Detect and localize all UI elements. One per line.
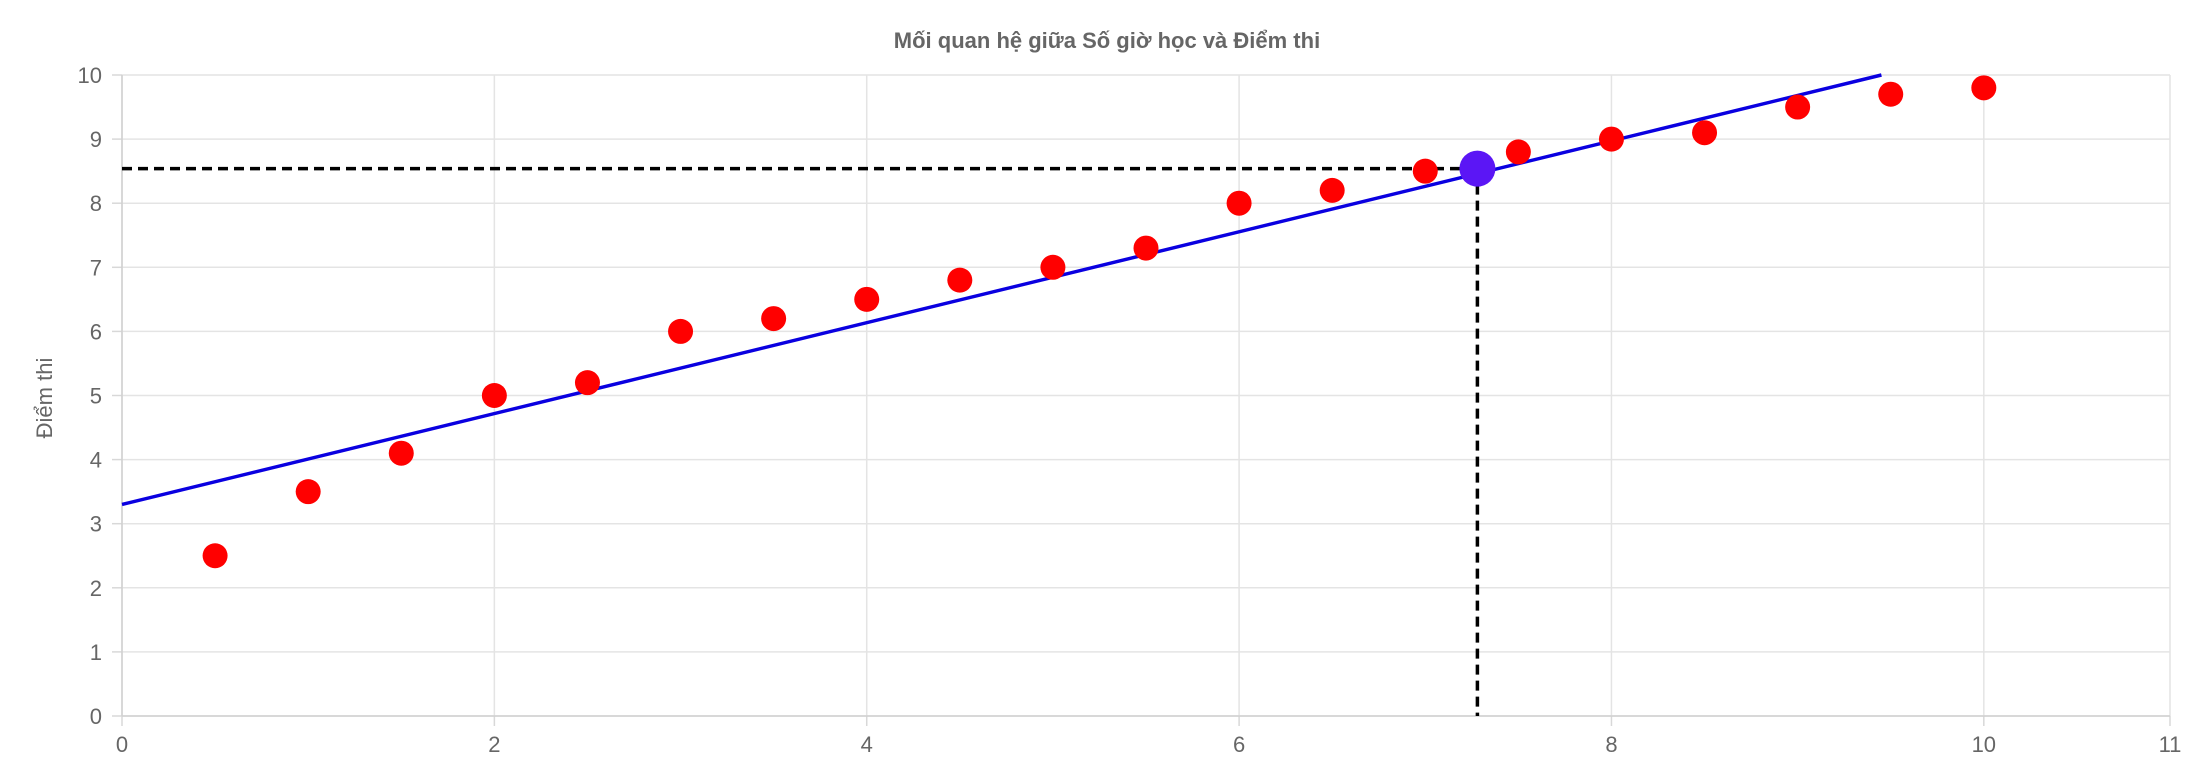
data-point [574,370,600,396]
data-point [1040,254,1066,280]
data-point [1598,126,1624,152]
y-tick-label: 1 [90,640,102,665]
y-tick-label: 3 [90,512,102,537]
x-tick-label: 2 [488,732,500,757]
data-point [854,286,880,312]
x-tick-label: 11 [2159,732,2182,757]
x-tick-label: 6 [1233,732,1245,757]
x-tick-label: 8 [1605,732,1617,757]
y-tick-label: 4 [90,448,102,473]
y-tick-label: 6 [90,319,102,344]
data-point [668,318,694,344]
data-point [1692,120,1718,146]
tick-labels: 0 1 2 3 4 5 6 7 8 9 10 0 2 4 6 8 10 11 [78,63,2182,757]
axes [112,74,2171,726]
y-tick-label: 2 [90,576,102,601]
y-tick-label: 10 [78,63,102,88]
trend-line-layer [121,73,1882,507]
highlighted-point [1459,150,1496,187]
data-point [761,306,787,332]
data-point [481,383,507,408]
y-tick-label: 5 [90,384,102,409]
data-point [1319,177,1345,203]
y-axis-label: Điểm thi [32,358,57,439]
data-point [1133,235,1159,261]
data-point [295,479,321,505]
x-tick-label: 4 [861,732,873,757]
data-points [202,75,1997,569]
grid-lines [121,74,2171,717]
data-point [947,267,973,293]
y-tick-label: 0 [90,704,102,729]
y-tick-label: 9 [90,127,102,152]
x-tick-label: 10 [1972,732,1996,757]
y-tick-label: 7 [90,255,102,280]
y-tick-label: 8 [90,191,102,216]
guide-lines [122,166,1480,716]
data-point [202,543,228,569]
x-tick-label: 0 [116,732,128,757]
regression-line [121,73,1882,507]
data-point [1226,190,1252,216]
data-point [1878,81,1904,107]
data-point [1505,139,1531,165]
chart-title: Mối quan hệ giữa Số giờ học và Điểm thi [894,28,1320,53]
data-point [1412,158,1438,184]
data-point [1971,75,1997,101]
data-point [388,440,414,466]
data-point [1785,94,1811,120]
